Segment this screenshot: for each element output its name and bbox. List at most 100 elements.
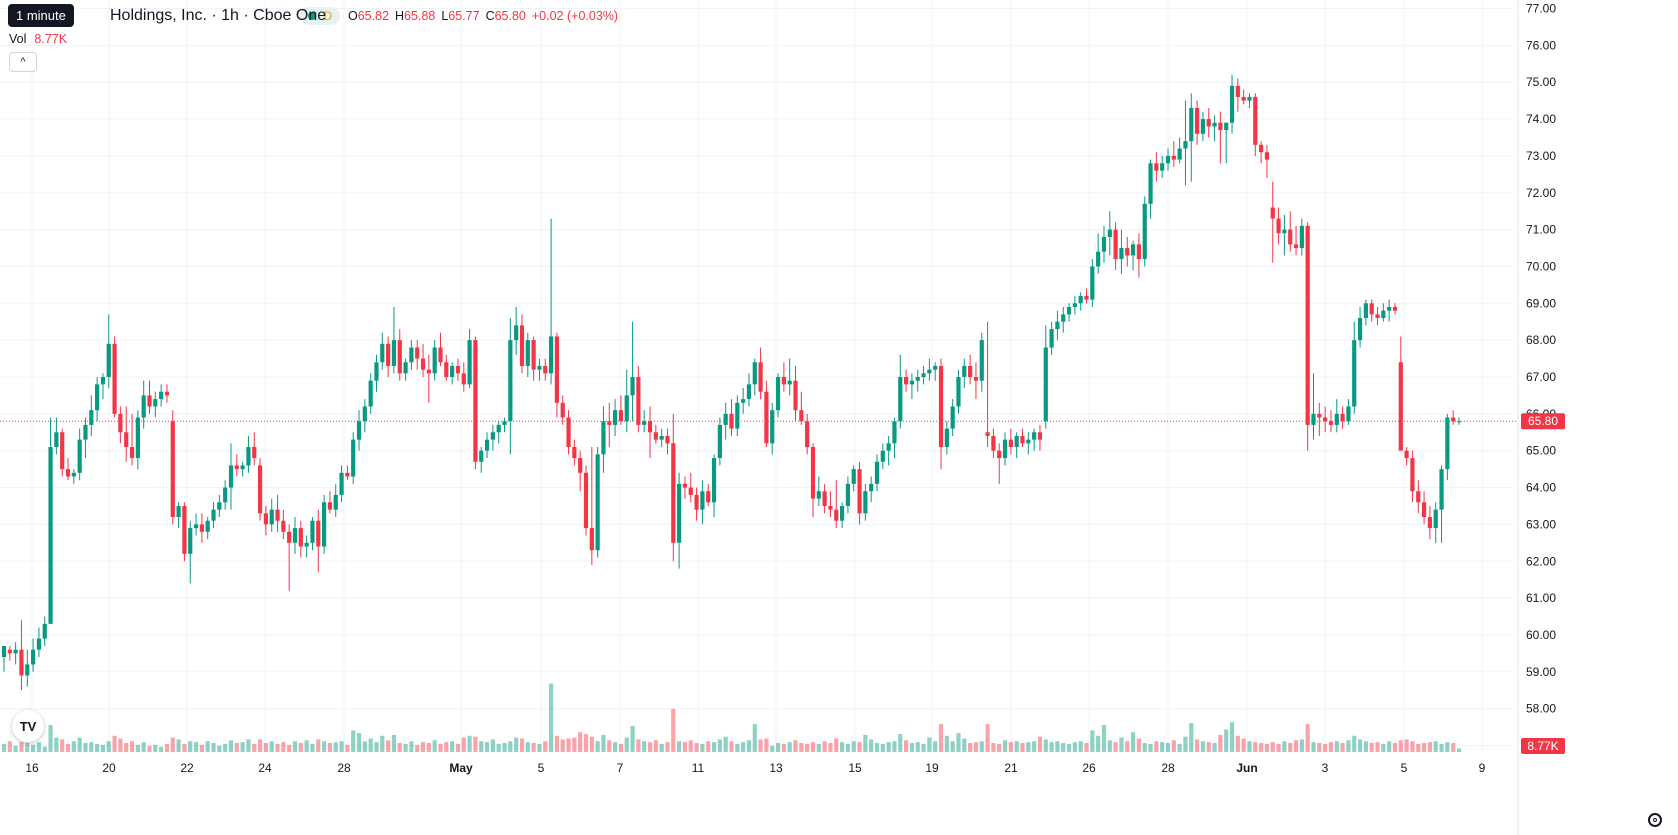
volume-bar: [316, 739, 321, 752]
candle-body: [1130, 244, 1136, 256]
volume-bar: [455, 743, 461, 752]
volume-bar: [601, 734, 606, 752]
volume-bar: [1456, 748, 1462, 752]
volume-bar: [42, 746, 47, 752]
volume-bar: [252, 743, 257, 752]
volume-bar: [1288, 743, 1293, 752]
volume-bar: [322, 741, 327, 752]
candle-body: [333, 494, 338, 510]
candle-body: [223, 487, 228, 503]
volume-bar: [1276, 743, 1281, 752]
volume-bar: [1381, 743, 1386, 752]
candle-body: [374, 362, 379, 381]
candle-body: [1154, 163, 1159, 171]
candle-body: [1416, 491, 1421, 503]
candle-body: [543, 365, 548, 374]
candle-body: [1334, 413, 1339, 425]
candle-body: [1195, 107, 1200, 134]
volume-bar: [578, 732, 583, 752]
candle-body: [199, 524, 204, 532]
candle-body: [758, 362, 763, 392]
volume-bar: [223, 743, 228, 752]
volume-bar: [1241, 738, 1246, 752]
volume-bar: [968, 743, 973, 752]
candle-body: [322, 502, 327, 547]
candle-body: [1008, 439, 1013, 448]
price-tick-label: 76.00: [1526, 38, 1556, 52]
volume-bar: [339, 741, 344, 752]
volume-bar: [543, 741, 548, 752]
candle-body: [1404, 450, 1409, 459]
price-tick-label: 71.00: [1526, 223, 1556, 237]
candle-body: [583, 472, 589, 529]
last-volume-badge-text: 8.77K: [1527, 739, 1558, 753]
candle-body: [618, 410, 624, 422]
candle-body: [845, 483, 850, 506]
candle-body: [1270, 207, 1275, 219]
candle-body: [636, 377, 641, 425]
candle-body: [467, 340, 472, 385]
price-tick-label: 67.00: [1526, 370, 1556, 384]
volume-bar: [1340, 743, 1345, 752]
volume-bar: [1049, 742, 1054, 752]
volume-bar: [1264, 743, 1270, 752]
candle-body: [420, 358, 426, 370]
candle-body: [240, 465, 245, 470]
candle-body: [1346, 406, 1351, 422]
volume-bar: [1212, 743, 1217, 752]
volume-bar: [1142, 743, 1147, 752]
low-label: L: [441, 9, 449, 23]
volume-bar: [1357, 739, 1363, 752]
candle-body: [455, 365, 461, 374]
collapse-legend-button[interactable]: ^: [9, 52, 37, 72]
vol-label: Vol: [9, 32, 27, 46]
volume-bar: [869, 739, 874, 752]
candle-body: [1160, 163, 1165, 171]
time-axis[interactable]: 16 20 22 24 28 May 5 7 11 13 15 19 21 26 28 Jun 3 5 9: [25, 761, 1485, 775]
candle-body: [508, 340, 513, 422]
price-tick-label: 60.00: [1526, 628, 1556, 642]
volume-bar: [1293, 740, 1299, 752]
candle-body: [1427, 517, 1432, 529]
volume-bar: [508, 741, 513, 752]
candle-body: [956, 377, 961, 407]
last-volume-badge: [1521, 738, 1565, 754]
candle-body: [1305, 225, 1310, 425]
tradingview-logo-icon[interactable]: TV: [12, 710, 44, 742]
volume-bar: [997, 743, 1002, 752]
volume-bar: [904, 740, 909, 752]
volume-bar: [746, 740, 752, 752]
volume-bar: [298, 743, 303, 752]
candle-body: [560, 402, 565, 418]
volume-bar: [665, 742, 670, 752]
price-tick-label: 64.00: [1526, 481, 1556, 495]
volume-bar: [502, 743, 507, 752]
candle-body: [962, 365, 967, 377]
settings-gear-icon[interactable]: [1648, 813, 1662, 827]
candle-body: [746, 384, 752, 400]
volume-bar: [432, 740, 437, 752]
candle-body: [537, 365, 542, 370]
volume-bar: [1427, 742, 1432, 752]
candle-body: [589, 528, 594, 551]
candle-body: [1375, 314, 1380, 319]
volume-bar: [1270, 742, 1275, 752]
candle-body: [694, 494, 699, 510]
volume-bar: [921, 743, 926, 752]
volume-bar: [112, 735, 117, 752]
candle-body: [938, 365, 944, 448]
volume-bar: [345, 744, 350, 752]
candle-body: [1398, 362, 1403, 451]
volume-bar: [810, 742, 816, 752]
volume-bar: [1346, 740, 1351, 752]
volume-bar: [1136, 738, 1141, 752]
candle-body: [1032, 432, 1037, 440]
volume-bar: [1072, 742, 1077, 752]
market-status-pill[interactable]: D: [300, 7, 340, 25]
volume-bar: [828, 743, 833, 752]
volume-bar: [380, 735, 385, 752]
price-axis[interactable]: 57.0058.0059.0060.0061.0062.0063.0064.00…: [1526, 2, 1556, 753]
candle-body: [1410, 458, 1415, 492]
symbol-title[interactable]: Holdings, Inc. · 1h · Cboe One: [110, 7, 327, 24]
